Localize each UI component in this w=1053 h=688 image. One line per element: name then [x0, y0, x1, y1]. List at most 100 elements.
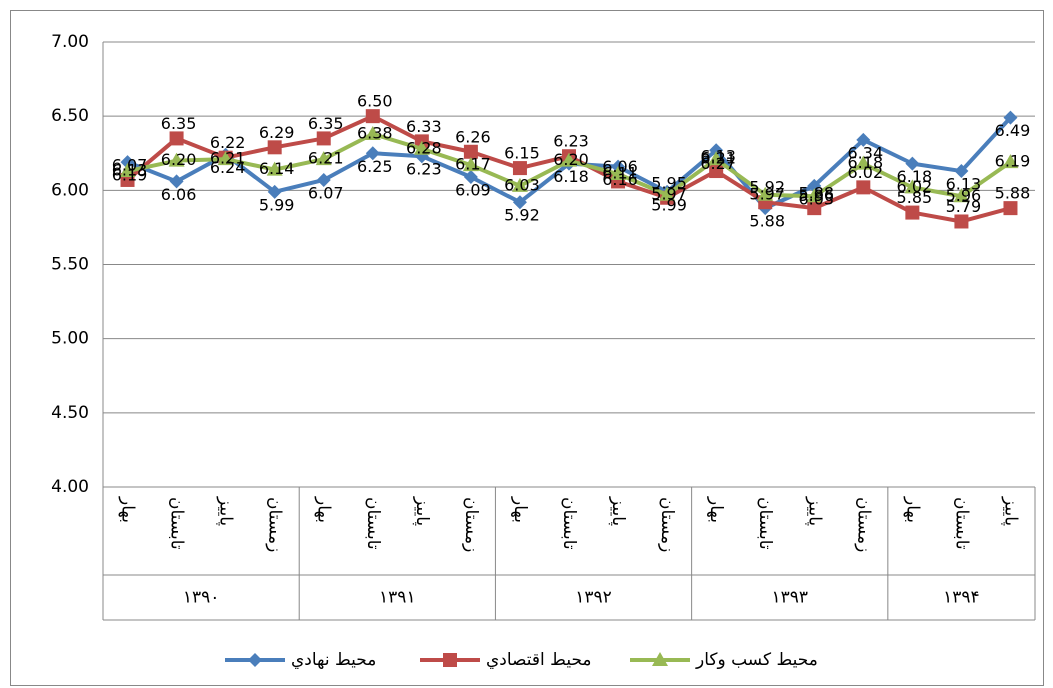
marker — [652, 652, 668, 666]
marker — [708, 151, 725, 166]
marker — [954, 214, 969, 229]
y-tick-label: 6.50 — [51, 106, 89, 126]
marker — [905, 205, 920, 220]
data-label: 6.09 — [455, 180, 491, 199]
y-tick-label: 4.50 — [51, 403, 89, 423]
data-label: 6.27 — [700, 154, 736, 173]
y-tick-label: 6.00 — [51, 180, 89, 200]
marker — [463, 144, 478, 159]
data-label: 6.06 — [602, 157, 638, 176]
marker — [316, 172, 331, 187]
data-label: 5.97 — [651, 184, 687, 203]
data-label: 6.13 — [946, 175, 982, 194]
data-label: 6.17 — [455, 155, 491, 174]
legend-label: محيط نهادي — [291, 650, 376, 670]
x-tick-label: بهار — [706, 496, 726, 523]
data-label: 6.14 — [259, 159, 295, 178]
data-label: 5.95 — [651, 173, 687, 192]
marker — [267, 184, 282, 199]
marker — [365, 146, 380, 161]
data-label: 6.21 — [700, 149, 736, 168]
data-label: 6.29 — [259, 123, 295, 142]
data-label: 6.35 — [161, 114, 197, 133]
marker — [512, 161, 527, 176]
data-label: 6.21 — [308, 149, 344, 168]
data-label: 6.22 — [210, 133, 246, 152]
data-label: 6.26 — [455, 127, 491, 146]
marker — [168, 152, 185, 167]
marker — [217, 151, 234, 166]
data-label: 6.28 — [406, 138, 442, 157]
marker — [610, 166, 627, 181]
data-label: 6.33 — [406, 117, 442, 136]
legend-label: محيط اقتصادي — [486, 650, 592, 670]
marker — [169, 174, 184, 189]
x-tick-label: زمستان — [657, 497, 677, 552]
x-tick-label: بهار — [314, 496, 334, 523]
data-label: 6.20 — [161, 150, 197, 169]
x-tick-label: پاییز — [608, 496, 628, 526]
x-tick-label: پاییز — [412, 496, 432, 526]
data-label: 5.92 — [504, 206, 540, 225]
marker — [315, 151, 332, 166]
data-label: 5.88 — [995, 184, 1031, 203]
marker — [1002, 154, 1019, 169]
marker — [266, 161, 283, 176]
data-label: 6.49 — [995, 121, 1031, 140]
group-label: ۱۳۹۳ — [771, 588, 808, 608]
marker — [443, 653, 457, 667]
data-label: 6.15 — [504, 144, 540, 163]
data-label: 6.38 — [357, 123, 393, 142]
marker — [463, 169, 478, 184]
marker — [1003, 110, 1018, 125]
data-label: 6.20 — [553, 150, 589, 169]
data-label: 6.07 — [308, 183, 344, 202]
group-label: ۱۳۹۴ — [943, 588, 980, 608]
data-label: 6.21 — [210, 149, 246, 168]
y-tick-label: 7.00 — [51, 32, 89, 52]
legend-label: محيط كسب وكار — [695, 650, 818, 670]
marker — [120, 155, 135, 170]
marker — [1003, 201, 1018, 216]
data-label: 6.02 — [897, 177, 933, 196]
data-label: 6.11 — [602, 164, 638, 183]
x-tick-label: زمستان — [265, 497, 285, 552]
marker — [807, 201, 822, 216]
marker — [757, 186, 774, 201]
marker — [855, 155, 872, 170]
x-tick-label: تابستان — [363, 497, 383, 550]
data-label: 5.99 — [651, 195, 687, 214]
marker — [462, 157, 479, 172]
x-tick-label: تابستان — [755, 497, 775, 550]
x-tick-label: پاییز — [216, 496, 236, 526]
data-label: 5.96 — [798, 186, 834, 205]
data-label: 6.06 — [161, 185, 197, 204]
data-label: 6.07 — [112, 155, 148, 174]
data-label: 5.92 — [749, 178, 785, 197]
x-tick-label: پاییز — [1000, 496, 1020, 526]
marker — [267, 140, 282, 155]
data-label: 5.96 — [946, 186, 982, 205]
x-tick-label: بهار — [510, 496, 530, 523]
marker — [561, 152, 577, 167]
marker — [807, 178, 822, 193]
marker — [709, 143, 724, 158]
data-label: 6.18 — [897, 167, 933, 186]
chart-frame — [10, 10, 1044, 686]
x-tick-label: تابستان — [951, 497, 971, 550]
marker — [904, 179, 921, 194]
data-label: 6.02 — [848, 163, 884, 182]
marker — [806, 188, 823, 203]
marker — [512, 195, 527, 210]
group-label: ۱۳۹۰ — [183, 588, 220, 608]
data-label: 6.34 — [848, 143, 884, 162]
group-label: ۱۳۹۲ — [575, 588, 612, 608]
data-label: 5.85 — [897, 188, 933, 207]
data-label: 6.24 — [210, 158, 246, 177]
y-tick-label: 5.50 — [51, 255, 89, 275]
data-label: 5.88 — [798, 184, 834, 203]
y-tick-label: 4.00 — [51, 477, 89, 497]
y-tick-label: 5.00 — [51, 329, 89, 349]
data-label: 6.50 — [357, 92, 393, 111]
